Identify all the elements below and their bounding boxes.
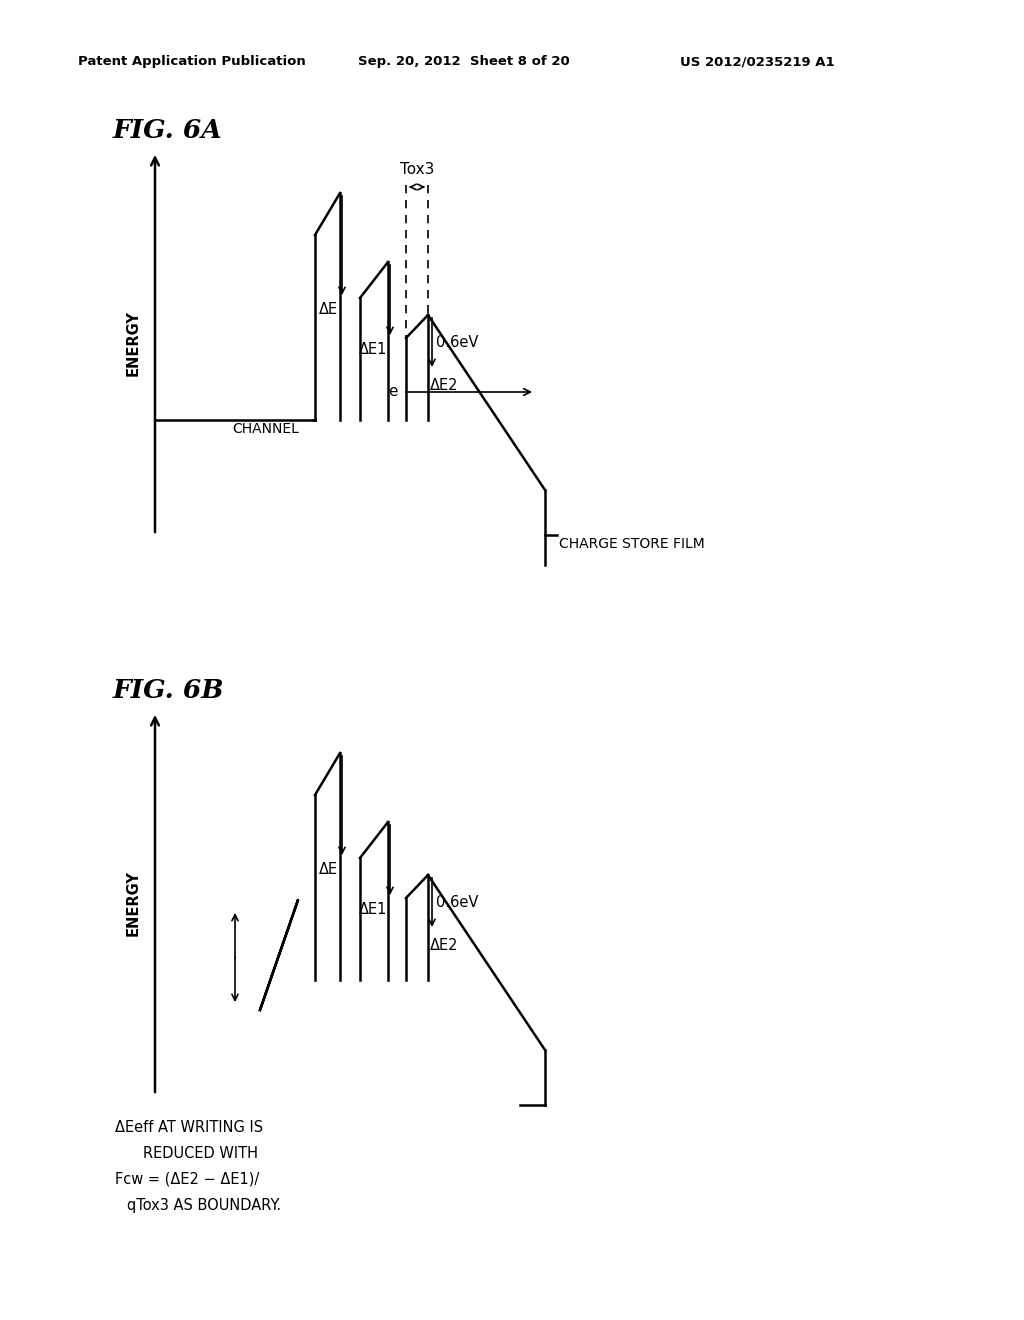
Text: 0.6eV: 0.6eV: [436, 335, 478, 350]
Text: qTox3 AS BOUNDARY.: qTox3 AS BOUNDARY.: [127, 1199, 282, 1213]
Text: ΔE2: ΔE2: [430, 939, 459, 953]
Text: FIG. 6B: FIG. 6B: [113, 677, 224, 702]
Text: ΔE: ΔE: [318, 302, 338, 317]
Text: CHARGE STORE FILM: CHARGE STORE FILM: [559, 537, 705, 550]
Text: e: e: [388, 384, 397, 400]
Text: ΔE2: ΔE2: [430, 378, 459, 393]
Text: FIG. 6A: FIG. 6A: [113, 117, 223, 143]
Text: 0.6eV: 0.6eV: [436, 895, 478, 909]
Text: Tox3: Tox3: [399, 162, 434, 177]
Text: Sep. 20, 2012  Sheet 8 of 20: Sep. 20, 2012 Sheet 8 of 20: [358, 55, 569, 69]
Text: CHANNEL: CHANNEL: [232, 422, 299, 436]
Text: ΔE: ΔE: [318, 862, 338, 876]
Text: ENERGY: ENERGY: [126, 870, 140, 936]
Text: ENERGY: ENERGY: [126, 310, 140, 376]
Text: ΔEeff AT WRITING IS: ΔEeff AT WRITING IS: [115, 1119, 263, 1135]
Text: REDUCED WITH: REDUCED WITH: [143, 1146, 258, 1162]
Text: ΔE1: ΔE1: [358, 902, 387, 917]
Text: Patent Application Publication: Patent Application Publication: [78, 55, 306, 69]
Text: ΔE1: ΔE1: [358, 342, 387, 356]
Text: US 2012/0235219 A1: US 2012/0235219 A1: [680, 55, 835, 69]
Text: Fcw = (ΔE2 − ΔE1)/: Fcw = (ΔE2 − ΔE1)/: [115, 1172, 259, 1187]
